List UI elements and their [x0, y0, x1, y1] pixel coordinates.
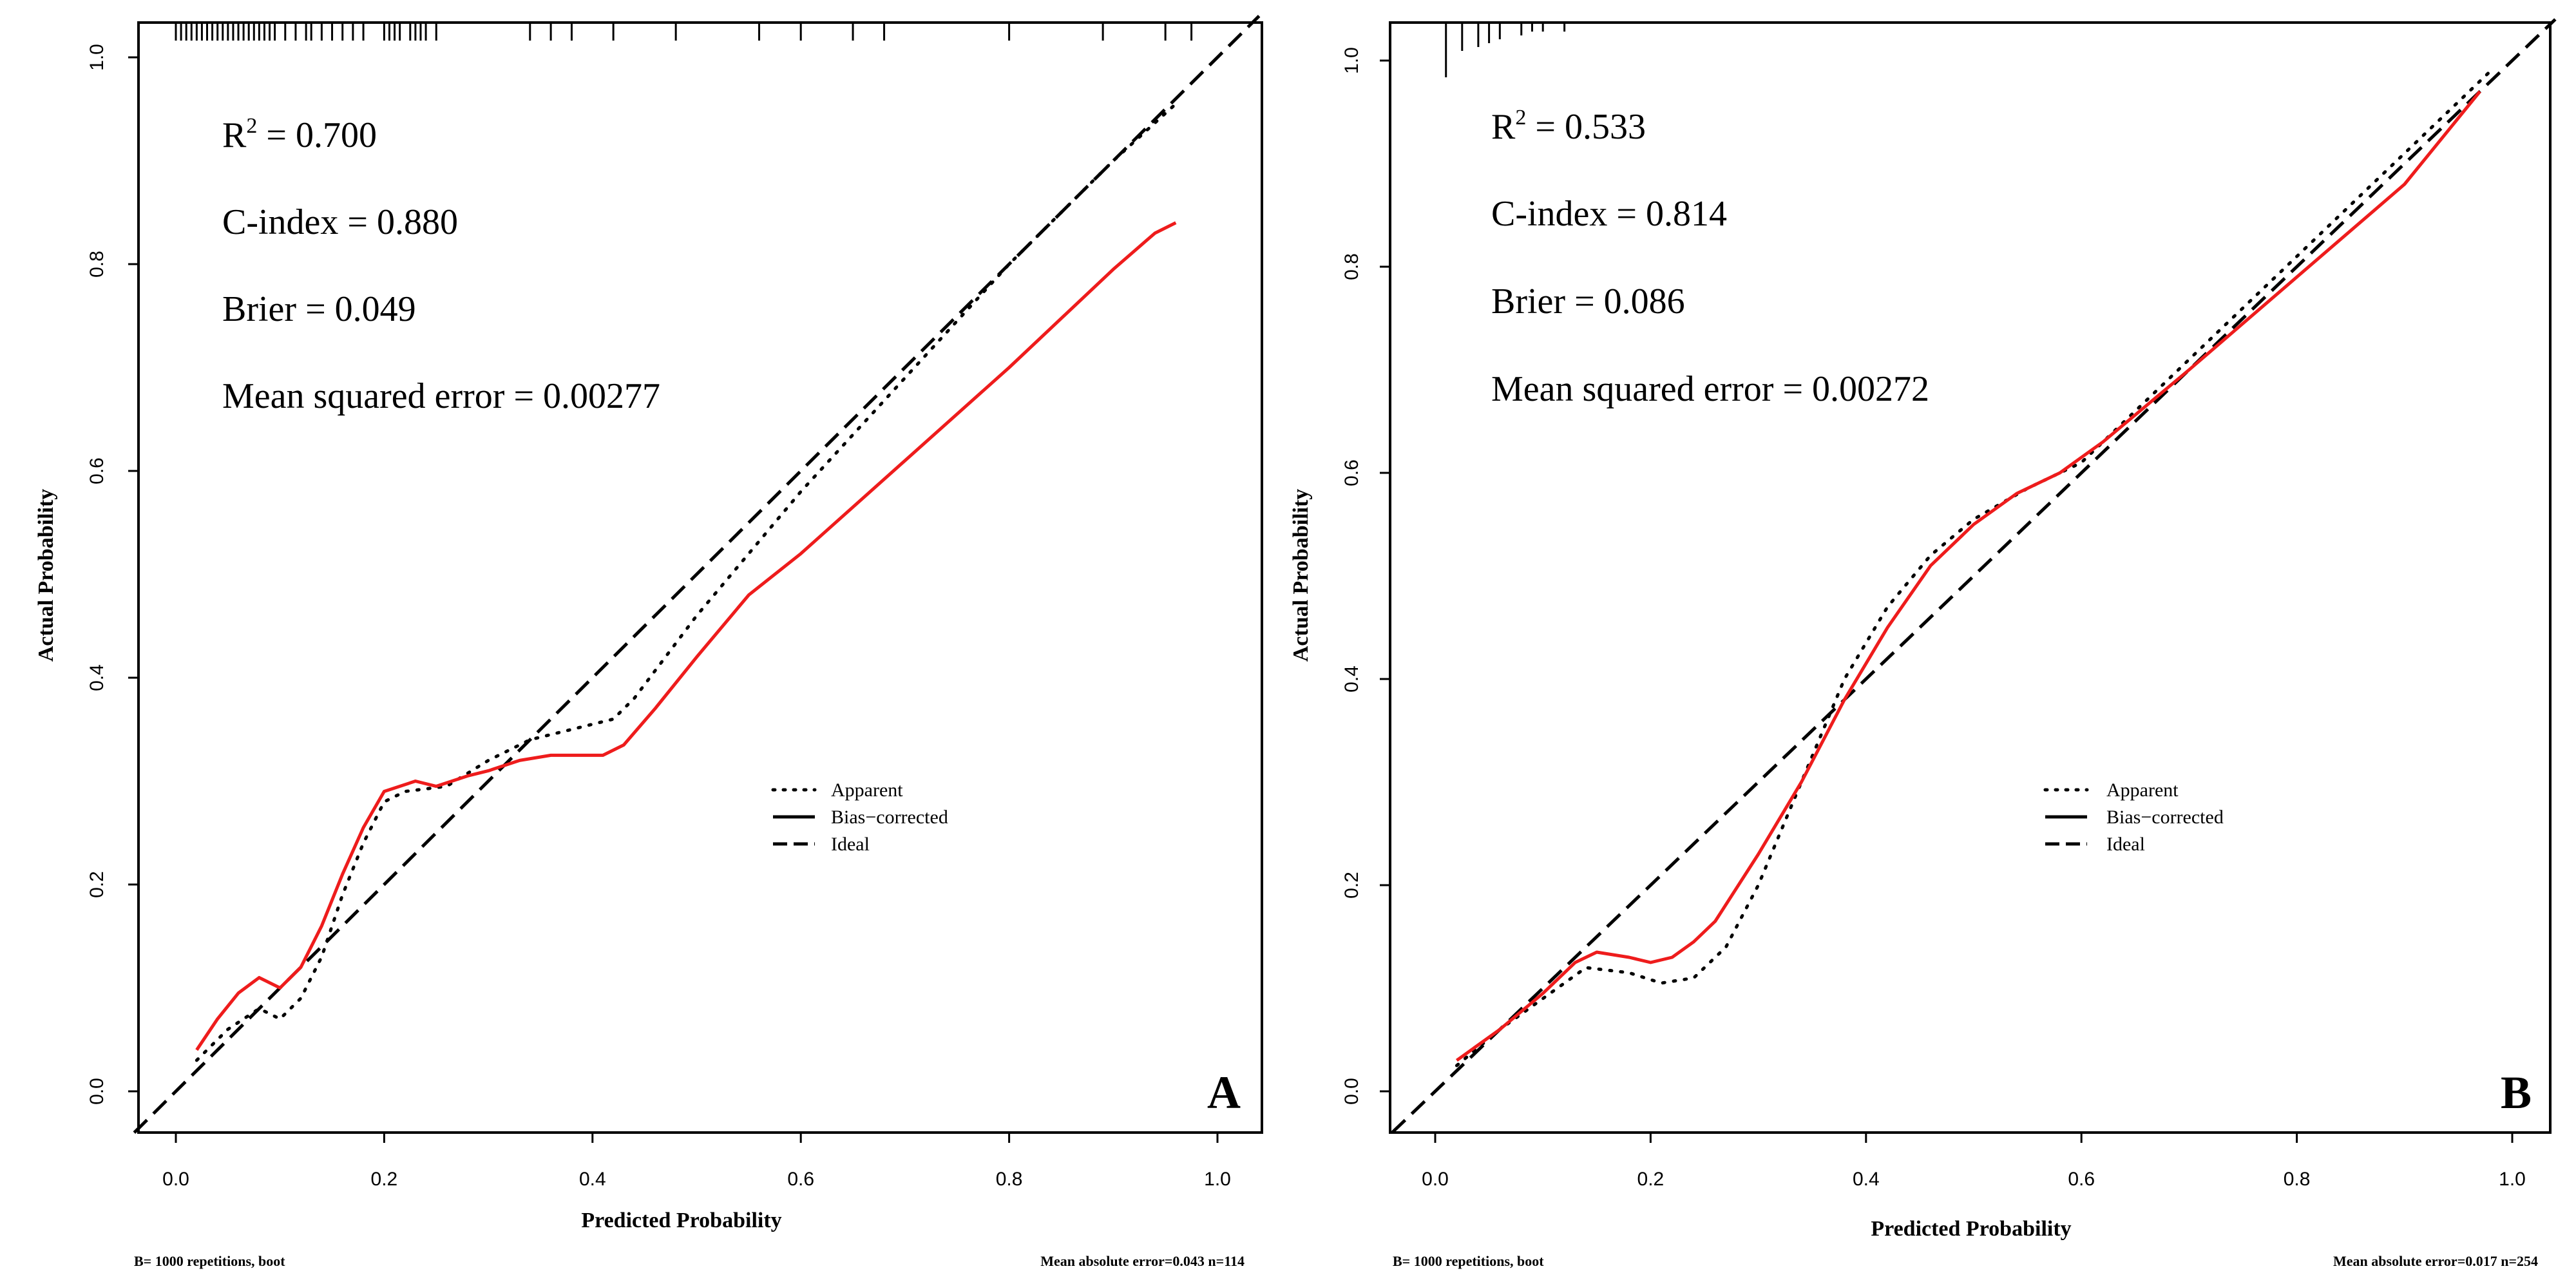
calibration-lines — [133, 15, 1261, 1134]
plot-frame — [137, 21, 1263, 1134]
legend: Apparent Bias−corrected Ideal — [771, 780, 948, 855]
y-axis-title: Actual Probability — [34, 489, 58, 662]
y-tick-label: 0.8 — [1341, 253, 1362, 280]
y-axis-ticks: 0.0 0.2 0.4 0.6 0.8 1.0 — [1341, 47, 1390, 1105]
mse-label: Mean squared error = 0.00277 — [222, 376, 660, 416]
y-tick-label: 0.0 — [1341, 1078, 1362, 1105]
y-tick-label: 0.0 — [86, 1078, 108, 1105]
y-tick-label: 0.6 — [86, 457, 108, 484]
x-tick-label: 0.4 — [1853, 1169, 1880, 1190]
legend-ideal-label: Ideal — [2106, 834, 2145, 855]
calibration-lines — [1391, 18, 2557, 1134]
x-tick-label: 0.0 — [162, 1169, 189, 1190]
x-tick-label: 0.2 — [371, 1169, 398, 1190]
footer-right: Mean absolute error=0.017 n=254 — [2333, 1253, 2538, 1269]
panel-a: 0.0 0.2 0.4 0.6 0.8 1.0 0.0 0.2 0.4 0.6 0.8 1.0 R2… — [34, 15, 1263, 1269]
y-tick-label: 1.0 — [1341, 47, 1362, 74]
plot-frame — [1389, 21, 2552, 1134]
cindex-label: C-index = 0.880 — [222, 202, 458, 242]
x-tick-label: 0.0 — [1422, 1169, 1449, 1190]
apparent-line — [195, 102, 1178, 1062]
y-tick-label: 0.4 — [86, 664, 108, 691]
r2-label: R2 = 0.533 — [1491, 106, 1646, 147]
y-tick-label: 1.0 — [86, 44, 108, 71]
legend-bias-corrected-label: Bias−corrected — [2106, 807, 2224, 828]
r2-label: R2 = 0.700 — [222, 114, 377, 155]
bias-corrected-line — [195, 221, 1177, 1051]
legend-ideal-label: Ideal — [831, 834, 870, 855]
x-tick-label: 0.2 — [1637, 1169, 1665, 1190]
y-tick-label: 0.2 — [1341, 872, 1362, 899]
panel-letter: B — [2501, 1067, 2532, 1118]
legend: Apparent Bias−corrected Ideal — [2043, 780, 2224, 855]
apparent-line — [1455, 69, 2493, 1067]
x-tick-label: 0.6 — [787, 1169, 814, 1190]
panel-letter: A — [1207, 1067, 1241, 1118]
legend-bias-corrected-label: Bias−corrected — [831, 807, 948, 828]
x-axis-ticks: 0.0 0.2 0.4 0.6 0.8 1.0 — [1422, 1133, 2526, 1190]
rug-marks — [1445, 23, 1566, 77]
mse-label: Mean squared error = 0.00272 — [1491, 369, 1929, 409]
bias-corrected-line — [1455, 90, 2481, 1062]
ideal-line — [133, 15, 1261, 1134]
x-tick-label: 0.8 — [996, 1169, 1023, 1190]
x-axis-ticks: 0.0 0.2 0.4 0.6 0.8 1.0 — [162, 1133, 1231, 1190]
ideal-line — [1391, 18, 2557, 1134]
x-tick-label: 1.0 — [2499, 1169, 2526, 1190]
brier-label: Brier = 0.086 — [1491, 282, 1685, 321]
cindex-label: C-index = 0.814 — [1491, 194, 1727, 234]
footer-right: Mean absolute error=0.043 n=114 — [1040, 1253, 1245, 1269]
y-tick-label: 0.8 — [86, 251, 108, 278]
y-axis-ticks: 0.0 0.2 0.4 0.6 0.8 1.0 — [86, 44, 138, 1105]
x-tick-label: 1.0 — [1204, 1169, 1231, 1190]
y-tick-label: 0.4 — [1341, 665, 1362, 693]
y-axis-title: Actual Probability — [1289, 489, 1313, 662]
panel-b: 0.0 0.2 0.4 0.6 0.8 1.0 0.0 0.2 0.4 0.6 0.8 1.0 R2… — [1289, 18, 2557, 1269]
x-tick-label: 0.4 — [579, 1169, 606, 1190]
legend-apparent-label: Apparent — [2106, 780, 2179, 801]
x-tick-label: 0.8 — [2284, 1169, 2311, 1190]
footer-left: B= 1000 repetitions, boot — [134, 1253, 285, 1269]
rug-marks — [175, 23, 1193, 41]
brier-label: Brier = 0.049 — [222, 289, 416, 329]
y-tick-label: 0.6 — [1341, 459, 1362, 486]
x-axis-title: Predicted Probability — [1871, 1217, 2071, 1241]
y-tick-label: 0.2 — [86, 871, 108, 898]
x-tick-label: 0.6 — [2068, 1169, 2095, 1190]
legend-apparent-label: Apparent — [831, 780, 903, 801]
x-axis-title: Predicted Probability — [581, 1209, 781, 1232]
footer-left: B= 1000 repetitions, boot — [1393, 1253, 1544, 1269]
